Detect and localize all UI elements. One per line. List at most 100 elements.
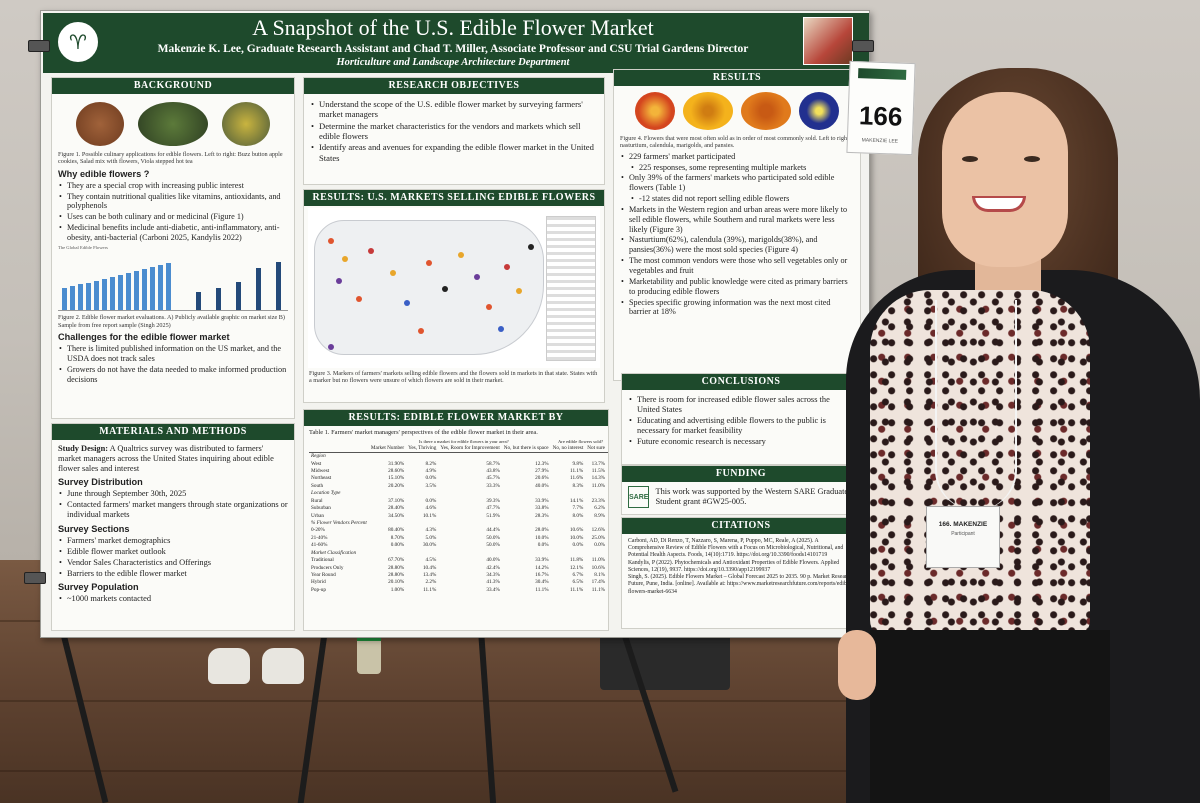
population-heading: Survey Population <box>58 581 139 592</box>
chart-bar <box>118 275 123 311</box>
research-poster: ♈ A Snapshot of the U.S. Edible Flower M… <box>40 10 870 638</box>
table-cell: 30.0% <box>422 542 437 549</box>
citation-item: Carboni, AD, Di Renzo, T, Nazzaro, S, Ma… <box>628 538 844 559</box>
map-marker <box>404 300 410 306</box>
figure-2-caption: Figure 2. Edible flower market evaluatio… <box>58 314 285 329</box>
coffee-cup <box>357 634 381 674</box>
map-marker <box>356 296 362 302</box>
table-row: Market Classification <box>309 549 608 556</box>
table-cell: 28.80% <box>388 564 405 571</box>
table-cell: 2.2% <box>425 579 437 586</box>
table-cell: 20.20% <box>388 482 405 489</box>
lanyard <box>935 300 1017 510</box>
map-marker <box>486 304 492 310</box>
table-cell: 0.0% <box>594 542 605 549</box>
population-list: ~1000 markets contacted <box>58 594 288 604</box>
study-design-text: A Qualtrics survey was distributed to fa… <box>58 444 274 474</box>
tag-name: MAKENZIE LEE <box>861 137 899 145</box>
table-cell: 44.4% <box>486 527 500 534</box>
table-cell: 0.0% <box>572 542 584 549</box>
list-item: Marketability and public knowledge were … <box>620 277 854 297</box>
badge-role: Participant <box>951 531 975 537</box>
table-cell: West <box>311 460 322 467</box>
table-group-headers: Is there a market for edible flowers in … <box>309 439 603 445</box>
distribution-list: June through September 30th, 2025 Contac… <box>58 489 288 520</box>
map-panel: RESULTS: U.S. MARKETS SELLING EDIBLE FLO… <box>303 189 605 403</box>
list-item: Only 39% of the farmers' markets who par… <box>620 173 854 193</box>
figure-3-caption: Figure 3. Markers of farmers' markets se… <box>309 370 598 385</box>
list-item: Understand the scope of the U.S. edible … <box>310 99 598 120</box>
chart-bar <box>94 281 99 311</box>
sections-list: Farmers' market demographics Edible flow… <box>58 536 288 579</box>
table-row: West31.90%8.2%58.7%12.3%9.8%13.7%52.5%47… <box>309 460 608 467</box>
poster-clip <box>28 40 50 52</box>
table-cell: 11.1% <box>591 586 605 593</box>
demographics-table: Market Number Yes, Thriving Yes, Room for … <box>309 444 608 593</box>
table-cell: 11.1% <box>535 586 549 593</box>
table-cell: 3.5% <box>425 482 437 489</box>
map-marker <box>458 252 464 258</box>
column-header <box>309 444 369 453</box>
funding-text: This work was supported by the Western S… <box>655 486 849 506</box>
figure-1-caption: Figure 1. Possible culinary applications… <box>58 150 283 166</box>
table-cell: 25.9% <box>607 497 608 504</box>
table-row: Location Type <box>309 490 608 497</box>
objectives-heading: RESEARCH OBJECTIVES <box>304 78 604 94</box>
chart-bar <box>196 292 201 311</box>
table-cell: 38.7% <box>607 527 608 534</box>
list-item: 229 farmers' market participated <box>620 152 854 162</box>
table-cell: 0.0% <box>425 497 437 504</box>
table-cell: 13.7% <box>591 460 605 467</box>
table-cell: 45.7% <box>486 475 500 482</box>
table-cell: 28.40% <box>388 505 405 512</box>
table-cell: % Flower Vendors Percent <box>311 520 367 526</box>
table-cell: 12.3% <box>535 460 549 467</box>
table-cell: 34.4% <box>607 467 608 474</box>
table-cell: 4.3% <box>425 527 437 534</box>
column-header: No, but there is space <box>501 444 551 453</box>
table-row: 21-40% 8.70% 5.0% 50.0% 10.0% 10.0% 25.0%60.0%… <box>309 534 608 541</box>
why-list: They are a special crop with increasing … <box>58 181 288 243</box>
table-cell: Traditional <box>311 557 334 564</box>
chart-bar <box>216 288 221 311</box>
table-cell: 6.5% <box>572 579 584 586</box>
nasturtium-photo <box>634 92 675 130</box>
list-item: -12 states did not report selling edible… <box>630 194 854 204</box>
chart-bar <box>62 288 67 311</box>
table-row: Traditional 67.70% 4.5% 40.0% 33.9% 11.8% 11.0… <box>309 557 608 564</box>
salad-photo <box>138 102 208 146</box>
table-cell: 7.7% <box>572 505 584 512</box>
table-cell: 37.10% <box>388 497 405 504</box>
list-item: There is room for increased edible flowe… <box>628 395 854 415</box>
funding-heading: FUNDING <box>622 466 860 482</box>
poster-title: A Snapshot of the U.S. Edible Flower Mar… <box>252 15 654 40</box>
us-map-outline <box>314 220 544 355</box>
figure-1-images <box>58 102 288 149</box>
table-row: 41-60%0.00%30.0%50.0%0.0%0.0%0.0%100.0%0… <box>309 542 608 549</box>
map-marker <box>328 238 334 244</box>
chart-bar <box>256 268 261 311</box>
map-heading: RESULTS: U.S. MARKETS SELLING EDIBLE FLO… <box>304 190 604 206</box>
chart-bar <box>134 271 139 311</box>
map-marker <box>528 244 534 250</box>
chart-bar <box>158 265 163 311</box>
challenges-heading: Challenges for the edible flower market <box>58 332 230 343</box>
column-group-header: Is there a market for edible flowers in … <box>419 438 509 444</box>
results-panel: RESULTS Figure 4. Flowers that were most… <box>613 69 861 381</box>
floor-plank-line <box>0 700 1200 702</box>
list-item: Edible flower market outlook <box>58 547 288 557</box>
chart-bar <box>150 267 155 311</box>
table-cell: 60.8% <box>607 512 608 519</box>
calendula-photo <box>682 92 733 130</box>
table-cell: 11.0% <box>591 557 605 564</box>
figure-4-caption: Figure 4. Flowers that were most often s… <box>620 134 851 150</box>
table-cell: Hybrid <box>311 579 326 586</box>
presenter-pants <box>870 630 1110 803</box>
list-item: ~1000 markets contacted <box>58 594 288 604</box>
map-marker <box>336 278 342 284</box>
table-cell: 50.0% <box>486 542 500 549</box>
column-group-header: Are edible flowers sold? <box>557 438 603 444</box>
table-cell: 40.0% <box>486 557 500 564</box>
table-cell: 23.9% <box>607 579 608 586</box>
list-item: Vendor Sales Characteristics and Offerin… <box>58 558 288 568</box>
